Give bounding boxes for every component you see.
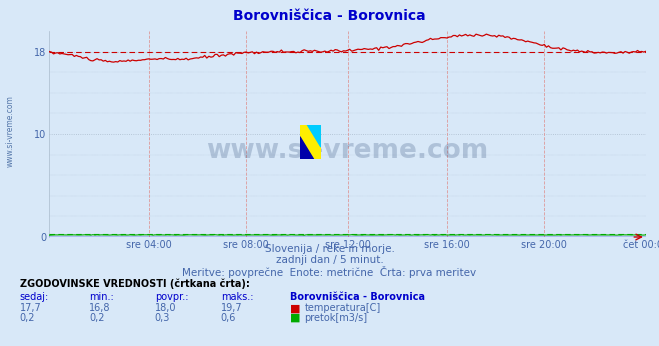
Text: temperatura[C]: temperatura[C] <box>304 303 381 313</box>
Text: 0,2: 0,2 <box>89 313 105 323</box>
Text: www.si-vreme.com: www.si-vreme.com <box>206 138 489 164</box>
Text: sedaj:: sedaj: <box>20 292 49 302</box>
Text: min.:: min.: <box>89 292 114 302</box>
Text: 0,2: 0,2 <box>20 313 36 323</box>
Text: Borovniščica - Borovnica: Borovniščica - Borovnica <box>290 292 425 302</box>
Text: Meritve: povprečne  Enote: metrične  Črta: prva meritev: Meritve: povprečne Enote: metrične Črta:… <box>183 266 476 278</box>
Text: 19,7: 19,7 <box>221 303 243 313</box>
Text: ZGODOVINSKE VREDNOSTI (črtkana črta):: ZGODOVINSKE VREDNOSTI (črtkana črta): <box>20 279 250 289</box>
Text: 0,6: 0,6 <box>221 313 236 323</box>
Text: Borovniščica - Borovnica: Borovniščica - Borovnica <box>233 9 426 22</box>
Polygon shape <box>300 137 314 159</box>
Text: povpr.:: povpr.: <box>155 292 188 302</box>
Text: ■: ■ <box>290 313 301 323</box>
Text: www.si-vreme.com: www.si-vreme.com <box>5 95 14 167</box>
Text: 18,0: 18,0 <box>155 303 177 313</box>
Text: 17,7: 17,7 <box>20 303 42 313</box>
Text: maks.:: maks.: <box>221 292 253 302</box>
Text: zadnji dan / 5 minut.: zadnji dan / 5 minut. <box>275 255 384 265</box>
Text: 0,3: 0,3 <box>155 313 170 323</box>
Text: ■: ■ <box>290 303 301 313</box>
Polygon shape <box>307 125 321 147</box>
Text: Slovenija / reke in morje.: Slovenija / reke in morje. <box>264 244 395 254</box>
Text: 16,8: 16,8 <box>89 303 111 313</box>
Text: pretok[m3/s]: pretok[m3/s] <box>304 313 368 323</box>
